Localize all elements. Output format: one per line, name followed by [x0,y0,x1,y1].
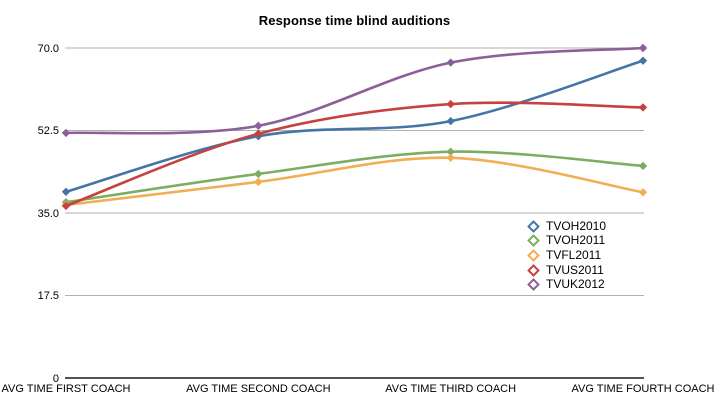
legend-item: TVUK2012 [527,277,606,292]
diamond-marker-icon [527,219,540,233]
y-tick-label: 17.5 [37,290,59,302]
chart-legend: TVOH2010 TVOH2011 TVFL2011 TVUS2011 TVUK… [527,218,607,292]
legend-item: TVOH2011 [527,233,606,249]
y-tick-label: 35.0 [37,207,59,220]
legend-label: TVUS2011 [546,262,604,277]
diamond-marker-icon [527,278,540,292]
legend-item: TVOH2010 [527,218,607,234]
legend-label: TVFL2011 [546,247,602,262]
legend-label: TVUK2012 [546,277,605,292]
y-tick-label: 0 [52,372,59,385]
legend-label: TVOH2011 [546,233,606,248]
diamond-marker-icon [527,249,540,262]
x-axis-label-third-coach: AVG TIME THIRD COACH [385,383,517,395]
legend-item: TVFL2011 [527,247,606,263]
diamond-marker-icon [527,263,540,277]
legend-label: TVOH2010 [546,218,607,233]
x-axis-label-second-coach: AVG TIME SECOND COACH [186,383,331,395]
x-axis-label-first-coach: AVG TIME FIRST COACH [1,383,131,395]
x-axis-label-fourth-coach: AVG TIME FOURTH COACH [571,383,715,395]
y-tick-label: 70.0 [37,42,59,55]
legend-item: TVUS2011 [527,262,606,278]
diamond-marker-icon [527,234,540,248]
y-tick-label: 52.5 [37,125,59,137]
chart-title: Response time blind auditions [258,13,451,28]
